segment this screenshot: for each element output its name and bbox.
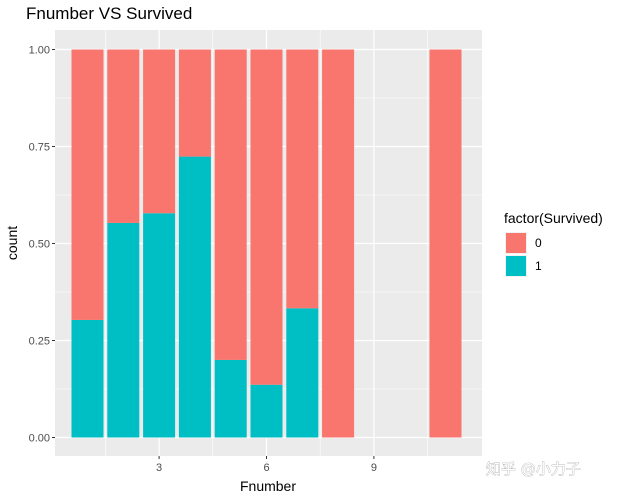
legend-key-1 [506,256,526,276]
y-tick-label: 1.00 [29,45,50,57]
bar-survived-1 [250,384,283,438]
y-tick-label: 0.00 [29,433,50,445]
legend-label-1: 1 [535,259,542,273]
legend: factor(Survived) 0 1 [504,210,603,277]
x-tick-label: 6 [263,462,269,474]
bar-survived-1 [107,222,140,438]
bar-survived-0 [178,49,211,157]
legend-title: factor(Survived) [504,210,603,226]
legend-key-0 [506,233,526,253]
y-axis-title: count [4,226,20,260]
x-tick-label: 9 [371,462,377,474]
y-axis: 0.00 0.25 0.50 0.75 1.00 [29,45,55,445]
bar-survived-1 [71,319,104,438]
legend-label-0: 0 [535,236,542,250]
bar-survived-1 [178,156,211,438]
bar-survived-0 [214,49,247,360]
bar-survived-0 [107,49,140,223]
bar-survived-1 [143,213,176,438]
bar-survived-1 [214,359,247,438]
bar-survived-0 [429,49,462,438]
bars [71,49,462,438]
bar-survived-0 [286,49,319,309]
watermark: 知乎 @小力子 [486,460,581,478]
bar-survived-1 [286,308,319,438]
chart-title: Fnumber VS Survived [26,4,192,23]
bar-survived-0 [143,49,176,214]
y-tick-label: 0.25 [29,336,50,348]
x-axis-title: Fnumber [240,478,296,494]
x-tick-label: 3 [156,462,162,474]
y-tick-label: 0.75 [29,142,50,154]
x-axis: 3 6 9 [156,456,377,474]
y-tick-label: 0.50 [29,239,50,251]
bar-survived-0 [250,49,283,385]
bar-survived-0 [322,49,355,438]
bar-survived-0 [71,49,104,320]
